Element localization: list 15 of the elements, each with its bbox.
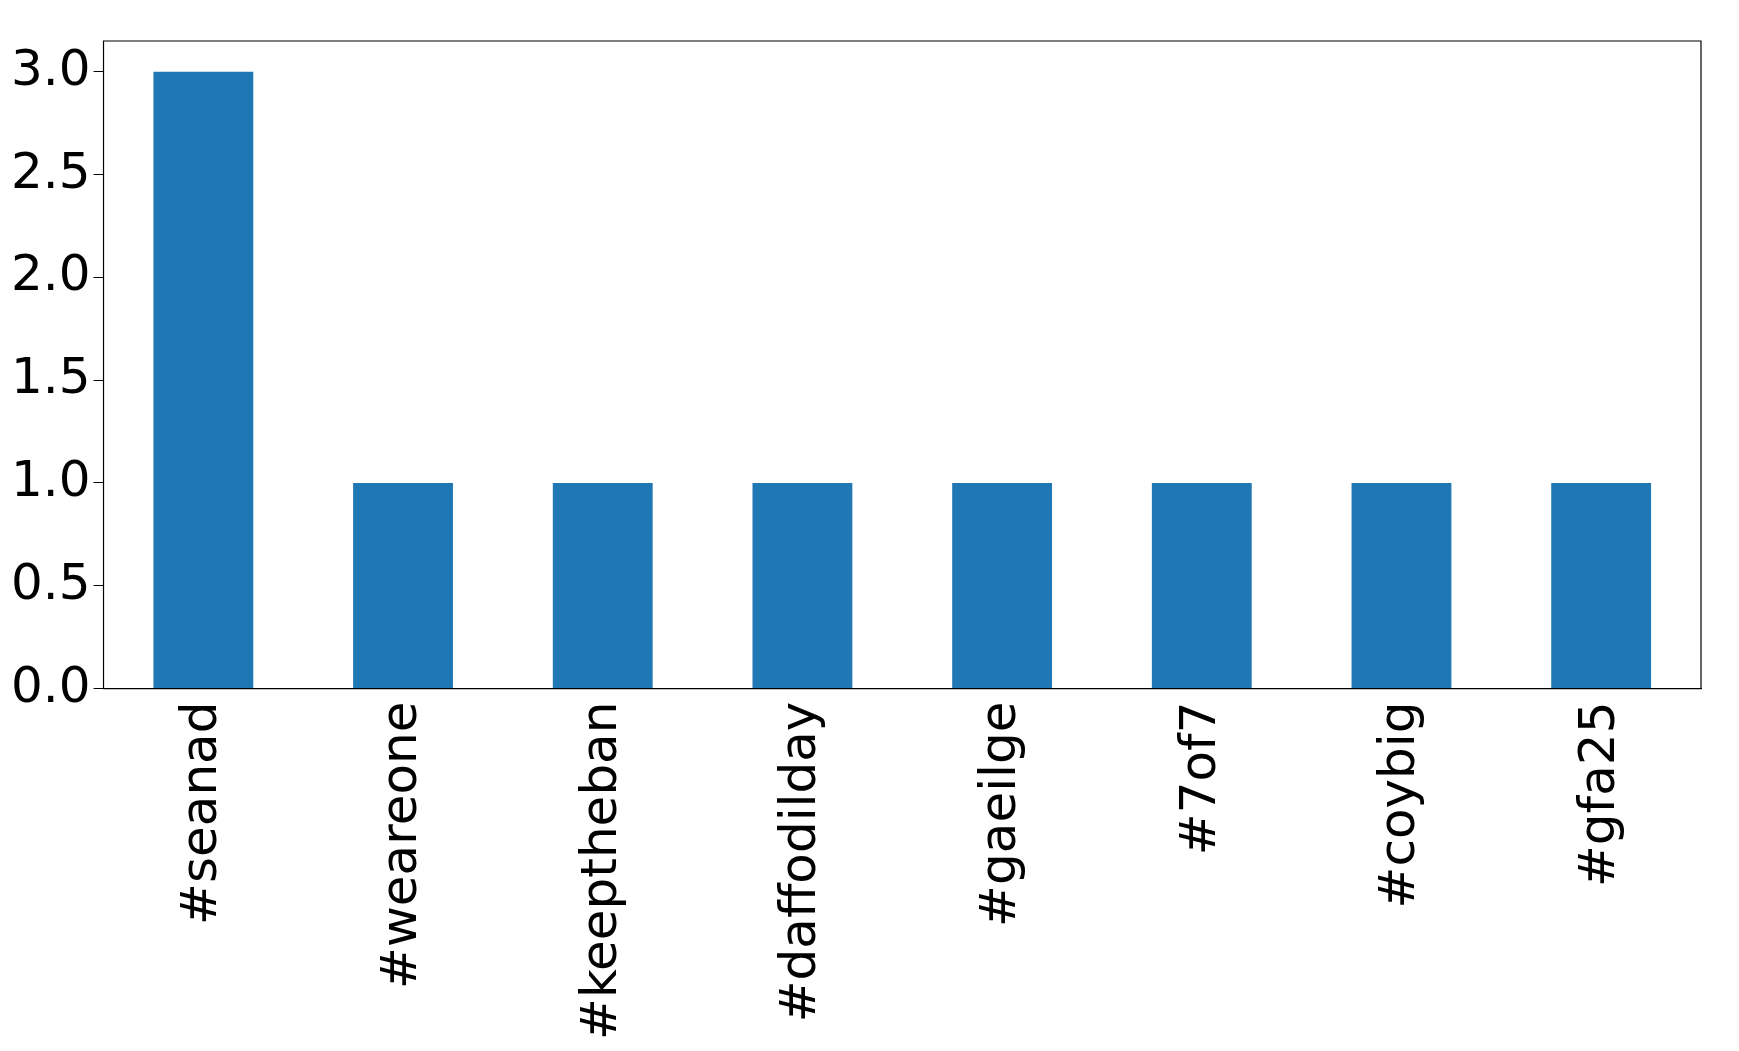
y-tick-label: 1.0 (10, 449, 91, 508)
x-tick-label: #keeptheban (569, 701, 628, 1040)
y-tick-label: 0.0 (10, 655, 91, 714)
y-tick-label: 0.5 (10, 552, 91, 611)
x-tick-label: #gaeilge (969, 701, 1028, 927)
y-tick-label: 2.5 (10, 141, 91, 200)
x-tick-label: #weareone (370, 701, 429, 989)
y-tick-label: 1.5 (10, 347, 91, 406)
x-tick-label: #coybig (1368, 701, 1427, 909)
x-tick-label: #seanad (170, 701, 229, 925)
x-tick-label: #gfa25 (1568, 701, 1627, 888)
x-tick-label: #7of7 (1168, 701, 1227, 856)
y-tick-label: 3.0 (10, 38, 91, 97)
x-tick-label: #daffodilday (769, 701, 828, 1023)
y-tick-label: 2.0 (10, 244, 91, 303)
